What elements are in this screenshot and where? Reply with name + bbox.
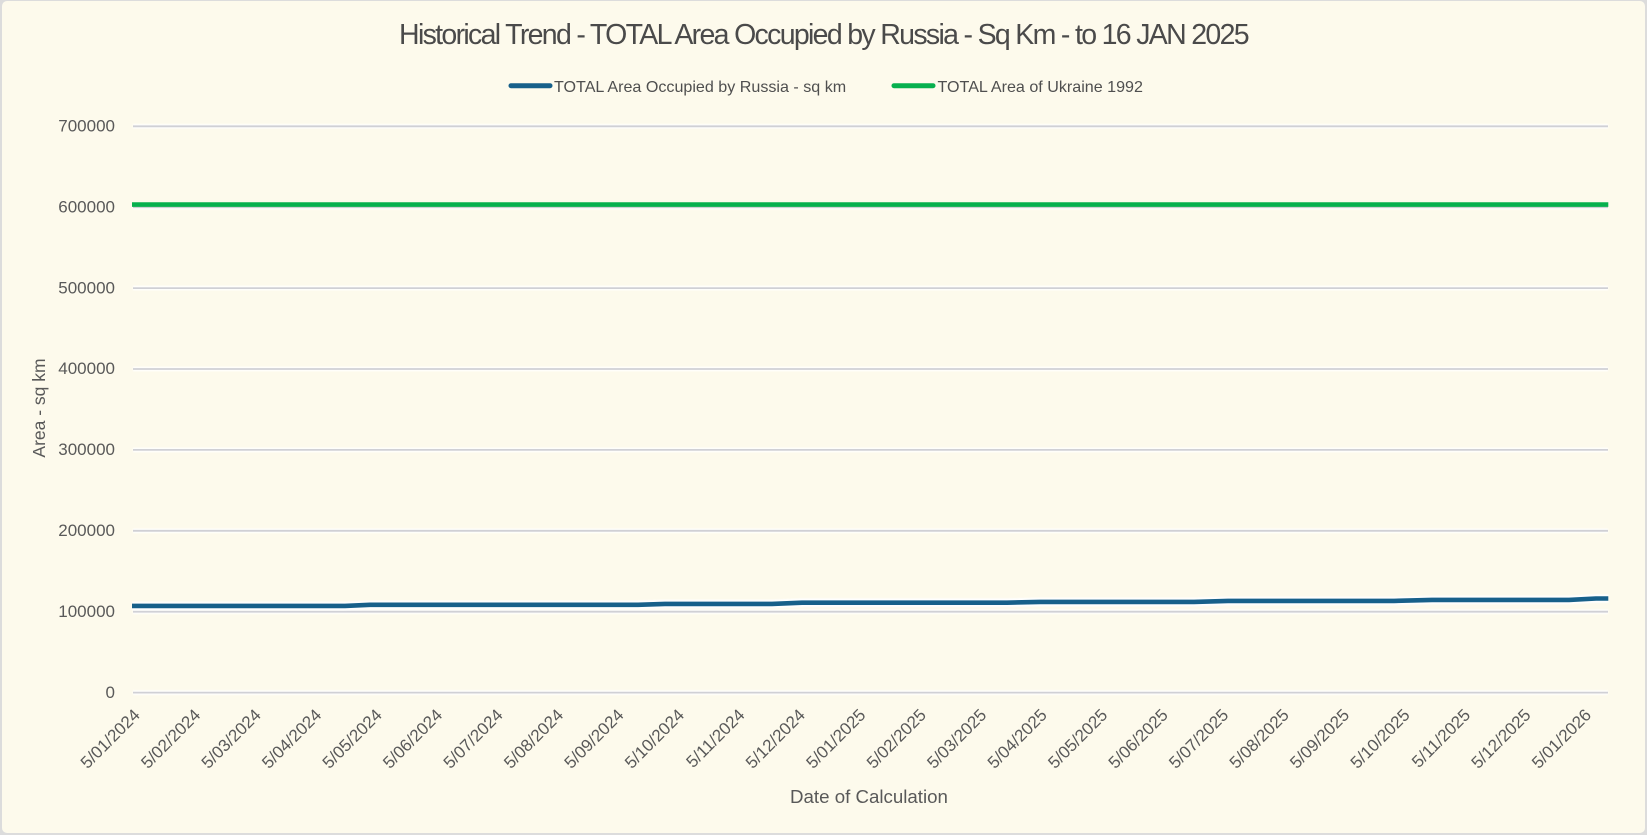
svg-text:500000: 500000 [58, 278, 115, 297]
svg-text:200000: 200000 [58, 521, 115, 540]
svg-text:0: 0 [106, 683, 115, 702]
svg-text:Area - sq km: Area - sq km [29, 358, 49, 457]
svg-text:100000: 100000 [58, 602, 115, 621]
svg-text:700000: 700000 [58, 117, 115, 136]
svg-text:400000: 400000 [58, 359, 115, 378]
svg-text:300000: 300000 [58, 440, 115, 459]
svg-text:600000: 600000 [58, 197, 115, 216]
svg-text:Historical Trend - TOTAL Area: Historical Trend - TOTAL Area Occupied b… [399, 19, 1249, 51]
svg-text:Date of Calculation: Date of Calculation [790, 786, 948, 807]
svg-text:TOTAL Area Occupied by Russia: TOTAL Area Occupied by Russia - sq km [554, 78, 846, 96]
svg-text:TOTAL Area of Ukraine 1992: TOTAL Area of Ukraine 1992 [938, 78, 1144, 96]
